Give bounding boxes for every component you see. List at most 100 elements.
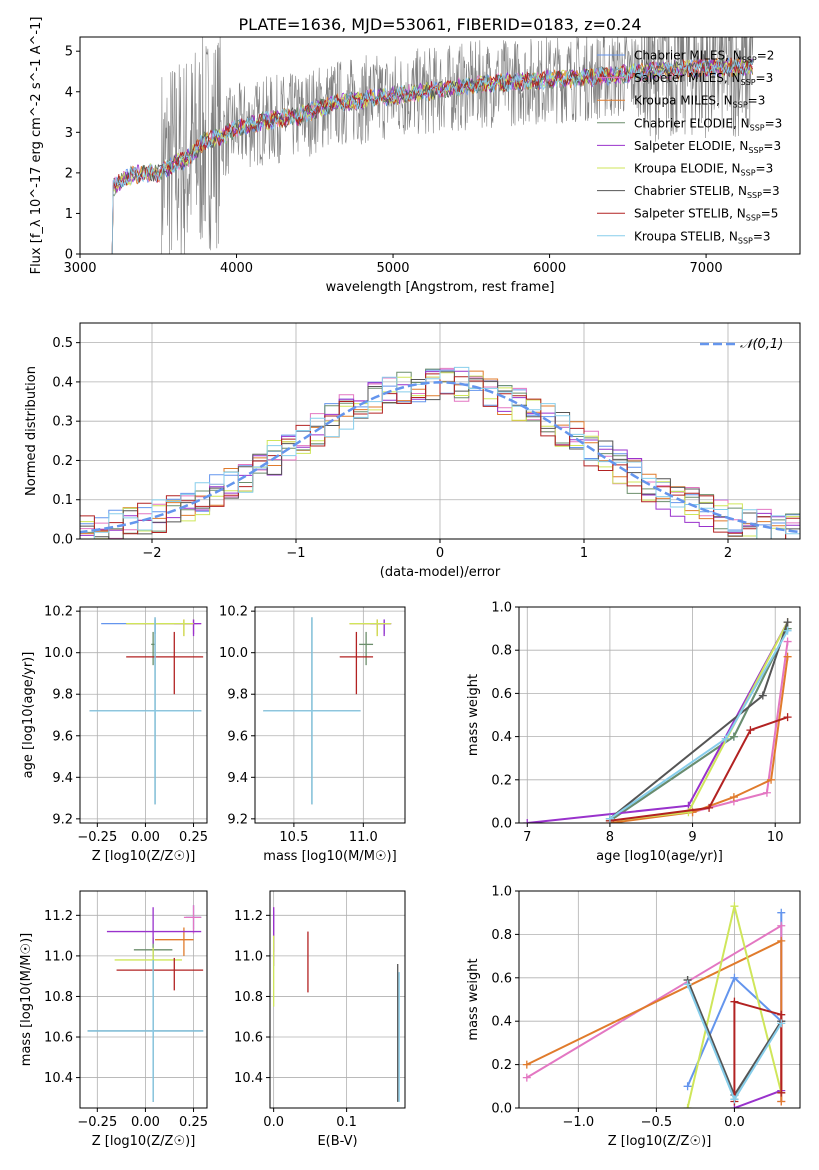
- y-tick-label: 9.4: [227, 771, 248, 786]
- y-tick-label: 10.4: [44, 1071, 73, 1086]
- weight-marker: [783, 626, 792, 635]
- weight-line: [609, 716, 788, 822]
- y-tick-label: 0.6: [491, 971, 512, 986]
- y-tick-label: 0.4: [491, 1015, 512, 1030]
- model-fit-line: [111, 57, 753, 254]
- y-tick-label: 9.6: [227, 729, 248, 744]
- x-tick-label: 10.5: [279, 830, 308, 845]
- legend-subscript: SSP: [750, 123, 765, 132]
- weight-marker: [777, 936, 786, 945]
- x-tick-label: −0.25: [77, 830, 117, 845]
- y-tick-label: 0.0: [491, 817, 512, 832]
- legend-count: =3: [756, 162, 774, 176]
- x-axis-label: Z [log10(Z/Z☉)]: [92, 1134, 196, 1149]
- legend-label: Kroupa ELODIE, NSSP=3: [634, 162, 773, 178]
- y-axis-label: mass weight: [466, 674, 481, 756]
- y-tick-label: 10.0: [219, 646, 248, 661]
- y-tick-label: 9.8: [52, 688, 73, 703]
- weight-marker: [523, 819, 532, 823]
- x-tick-label: 0.00: [131, 830, 160, 845]
- y-tick-label: 10.2: [219, 605, 248, 620]
- weight-marker: [683, 1082, 692, 1091]
- y-axis-label: age [log10(age/yr)]: [21, 652, 36, 779]
- weight-line: [733, 1000, 783, 1102]
- x-tick-label: 7: [523, 830, 531, 845]
- weight-marker: [758, 691, 767, 700]
- weight-marker: [783, 652, 792, 661]
- y-tick-label: 0.8: [491, 644, 512, 659]
- weight-marker: [777, 1097, 786, 1106]
- y-tick-label: 3: [65, 126, 73, 141]
- axes-frame: [518, 890, 801, 1109]
- weight_vs_age-plot-area: [523, 618, 792, 823]
- x-tick-label: 0.0: [263, 1115, 284, 1130]
- y-tick-label: 10.2: [44, 605, 73, 620]
- mass_vs_Z-plot-area: [87, 905, 204, 1102]
- x-tick-label: 6000: [533, 261, 566, 276]
- x-tick-label: −2: [142, 546, 161, 561]
- x-tick-label: 5000: [376, 261, 409, 276]
- x-tick-label: 0.00: [131, 1115, 160, 1130]
- y-tick-label: 0.6: [491, 687, 512, 702]
- y-tick-label: 11.2: [44, 909, 73, 924]
- histogram-step: [80, 366, 800, 539]
- axes-frame: [79, 606, 208, 824]
- weight-marker: [729, 793, 738, 802]
- legend-label: Chabrier STELIB, NSSP=3: [634, 184, 780, 200]
- y-tick-label: 0.2: [491, 773, 512, 788]
- legend-count: =3: [762, 184, 780, 198]
- weight-line: [527, 621, 789, 823]
- weight-marker: [777, 1010, 786, 1019]
- weight-marker: [683, 980, 692, 989]
- y-tick-label: 0.2: [491, 1058, 512, 1073]
- y-tick-label: 10.6: [44, 1031, 73, 1046]
- y-tick-label: 1.0: [491, 885, 512, 900]
- normal-reference-curve: [80, 381, 800, 534]
- x-tick-label: 0.25: [179, 830, 208, 845]
- legend-count: =3: [763, 139, 781, 153]
- y-tick-label: 10.0: [44, 646, 73, 661]
- y-tick-label: 0.0: [52, 533, 73, 548]
- spectrum-panel: 3000 4000 5000 6000 7000 0 1 2 3 4 5 wavelength [An…: [29, 17, 801, 295]
- x-tick-label: 8: [606, 830, 614, 845]
- weight-line: [734, 1089, 782, 1108]
- y-tick-label: 0.0: [491, 1102, 512, 1117]
- plots-layer: 3000 4000 5000 6000 7000 0 1 2 3 4 5 wavelength [An…: [19, 17, 801, 1149]
- x-tick-label: 4000: [220, 261, 253, 276]
- y-axis-label: Flux [f_λ 10^-17 erg cm^-2 s^-1 A^-1]: [29, 17, 44, 275]
- x-tick-label: 0.0: [724, 1115, 745, 1130]
- x-axis-label: (data-model)/error: [380, 565, 501, 580]
- x-axis-label: mass [log10(M/M☉)]: [263, 849, 396, 864]
- y-tick-label: 1.0: [491, 601, 512, 616]
- x-tick-label: 9: [688, 830, 696, 845]
- weight-marker: [522, 1060, 531, 1069]
- x-axis-label: Z [log10(Z/Z☉)]: [92, 849, 196, 864]
- weight-marker: [683, 1104, 692, 1108]
- x-tick-label: 7000: [690, 261, 723, 276]
- weight-marker: [730, 902, 739, 911]
- x-tick-label: −0.5: [641, 1115, 673, 1130]
- legend-count: =5: [761, 207, 779, 221]
- weight-marker: [762, 788, 771, 797]
- weight-marker: [705, 803, 714, 812]
- weight-marker: [746, 726, 755, 735]
- y-tick-label: 9.2: [227, 812, 248, 827]
- legend-subscript: SSP: [741, 78, 756, 87]
- axes-frame: [254, 606, 406, 824]
- legend-subscript: SSP: [741, 169, 756, 178]
- x-tick-label: −1: [286, 546, 305, 561]
- y-tick-label: 9.2: [52, 812, 73, 827]
- y-axis-label: mass weight: [466, 958, 481, 1040]
- age_vs_Z-plot-area: [89, 617, 204, 805]
- x-axis-label: E(B-V): [317, 1134, 357, 1149]
- weight-line: [609, 621, 789, 822]
- axes-frame: [269, 890, 406, 1109]
- spectrum-plot-area: [111, 37, 754, 254]
- residual_histogram-plot-area: [80, 366, 800, 539]
- weight-marker: [721, 734, 730, 743]
- legend-subscript: SSP: [747, 191, 762, 200]
- x-tick-label: 10: [767, 830, 784, 845]
- x-axis-label: wavelength [Angstrom, rest frame]: [326, 280, 555, 295]
- weight-marker: [729, 732, 738, 741]
- x-tick-label: 2: [724, 546, 732, 561]
